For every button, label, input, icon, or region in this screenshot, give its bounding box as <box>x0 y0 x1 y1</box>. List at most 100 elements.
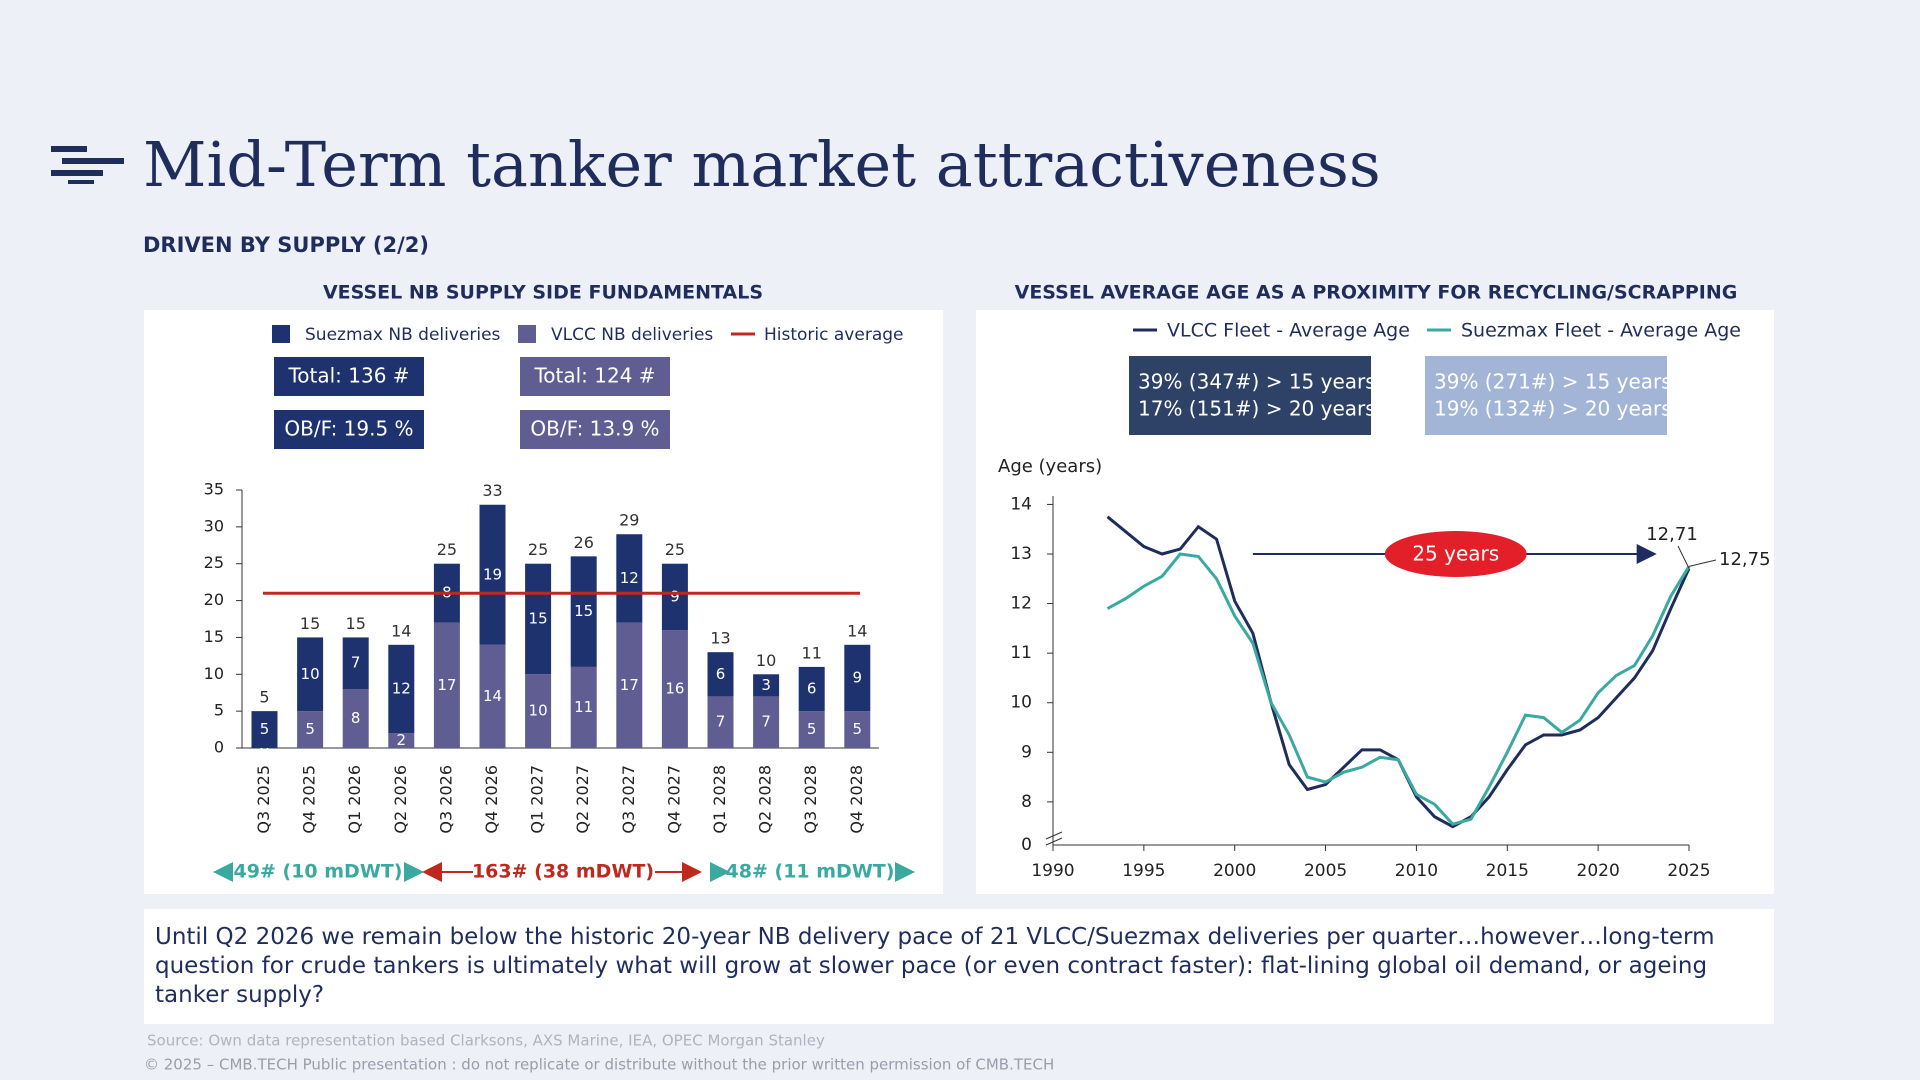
y-tick-label: 25 <box>204 553 224 572</box>
bar-value-label: 10 <box>301 665 320 683</box>
bar-value-label: 6 <box>807 680 817 698</box>
stat-box <box>1129 356 1371 435</box>
x-tick-label: Q4 2028 <box>847 765 866 834</box>
y-tick-label: 8 <box>1021 792 1032 812</box>
annotation-label: 25 years <box>1412 542 1499 566</box>
bar-value-label: 3 <box>761 676 771 694</box>
legend-swatch <box>518 325 536 343</box>
stat-box-label: 39% (347#) > 15 years <box>1138 370 1376 394</box>
legend-label: Suezmax NB deliveries <box>305 325 501 345</box>
y-tick-label: 0 <box>1021 835 1032 855</box>
note: Until Q2 2026 we remain below the histor… <box>144 909 1774 1024</box>
bar-value-label: 5 <box>853 720 863 738</box>
bar-value-label: 19 <box>483 565 502 583</box>
y-tick-label: 20 <box>204 590 224 609</box>
x-tick-label: Q4 2026 <box>482 765 501 834</box>
x-tick-label: 2015 <box>1486 861 1529 881</box>
x-tick-label: Q1 2026 <box>345 765 364 834</box>
bar-segment <box>570 556 597 667</box>
stat-box-label: 39% (271#) > 15 years <box>1434 370 1672 394</box>
bar-segment <box>753 674 780 697</box>
y-tick-label: 13 <box>1010 544 1032 564</box>
x-tick-label: Q3 2028 <box>801 765 820 834</box>
bar-value-label: 5 <box>305 720 315 738</box>
bar-segment <box>844 644 871 712</box>
x-tick-label: 1995 <box>1122 861 1165 881</box>
series-line <box>1106 552 1691 826</box>
axis-title: Age (years) <box>998 456 1102 477</box>
period-label: 163# (38 mDWT) <box>472 861 654 883</box>
bar-segment <box>661 630 688 748</box>
bar-total-label: 26 <box>574 533 594 552</box>
bar-value-label: 15 <box>529 610 548 628</box>
bar-total-label: 11 <box>802 643 822 662</box>
stat-box-label: 19% (132#) > 20 years <box>1434 397 1672 421</box>
x-tick-label: 2005 <box>1304 861 1347 881</box>
info-box <box>520 357 670 396</box>
x-tick-label: 2020 <box>1577 861 1620 881</box>
bar-value-label: 7 <box>761 713 771 731</box>
bar-value-label: 17 <box>437 676 456 694</box>
x-tick-label: 2000 <box>1213 861 1256 881</box>
y-tick-label: 5 <box>214 701 224 720</box>
x-tick-label: Q3 2027 <box>619 765 638 834</box>
axis-break <box>1045 837 1063 846</box>
y-tick-label: 15 <box>204 627 224 646</box>
bar-value-label: 12 <box>392 680 411 698</box>
y-tick-label: 9 <box>1021 742 1032 762</box>
legend-swatch <box>272 325 290 343</box>
x-tick-label: Q4 2025 <box>300 765 319 834</box>
info-box <box>520 410 670 449</box>
bar-segment <box>479 644 506 748</box>
y-tick-label: 30 <box>204 516 224 535</box>
bar-segment <box>251 711 278 748</box>
chart-title: VESSEL AVERAGE AGE AS A PROXIMITY FOR RE… <box>1015 282 1738 304</box>
stat-box <box>1425 356 1667 435</box>
info-box-label: OB/F: 19.5 % <box>284 417 413 441</box>
bar-segment <box>707 652 734 697</box>
bar-segment <box>525 563 552 675</box>
info-box-label: OB/F: 13.9 % <box>530 417 659 441</box>
legend-label: Suezmax Fleet - Average Age <box>1461 320 1741 342</box>
bar-total-label: 10 <box>756 651 776 670</box>
copyright: © 2025 – CMB.TECH Public presentation : … <box>144 1056 1054 1074</box>
bar-segment <box>297 711 324 748</box>
y-tick-label: 12 <box>1010 594 1032 614</box>
bar-segment <box>570 666 597 748</box>
x-tick-label: Q1 2028 <box>710 765 729 834</box>
bar-value-label: 17 <box>620 676 639 694</box>
bar-total-label: 25 <box>528 540 548 559</box>
bar-segment <box>342 689 369 748</box>
y-tick-label: 11 <box>1010 643 1032 663</box>
end-label: 12,71 <box>1646 524 1698 545</box>
y-tick-label: 10 <box>1010 693 1032 713</box>
bar-value-label: 7 <box>716 713 726 731</box>
bar-total-label: 29 <box>619 511 639 530</box>
x-tick-label: Q3 2025 <box>254 765 273 834</box>
legend-label: VLCC NB deliveries <box>551 325 713 345</box>
bar-segment <box>433 622 460 748</box>
bar-total-label: 5 <box>259 688 269 707</box>
bar-segment <box>616 622 643 748</box>
leader-line <box>1688 559 1717 567</box>
bar-segment <box>661 563 688 631</box>
bar-value-label: 7 <box>351 654 361 672</box>
bar-segment <box>844 711 871 748</box>
bar-segment <box>388 733 415 748</box>
y-tick-label: 0 <box>214 738 224 757</box>
source: Source: Own data representation based Cl… <box>147 1032 825 1050</box>
bar-value-label: 12 <box>620 569 639 587</box>
legend-label: VLCC Fleet - Average Age <box>1167 320 1410 342</box>
slide-title: Mid-Term tanker market attractiveness <box>143 128 1381 201</box>
bar-value-label: 0 <box>260 740 270 758</box>
bar-segment <box>616 534 643 623</box>
bar-total-label: 25 <box>665 540 685 559</box>
bar-value-label: 9 <box>670 587 680 605</box>
bar-value-label: 8 <box>351 709 361 727</box>
x-tick-label: 1990 <box>1031 861 1074 881</box>
x-tick-label: Q2 2027 <box>573 765 592 834</box>
annotation-bubble <box>1384 531 1527 578</box>
bar-value-label: 11 <box>574 698 593 716</box>
bar-segment <box>525 674 552 748</box>
